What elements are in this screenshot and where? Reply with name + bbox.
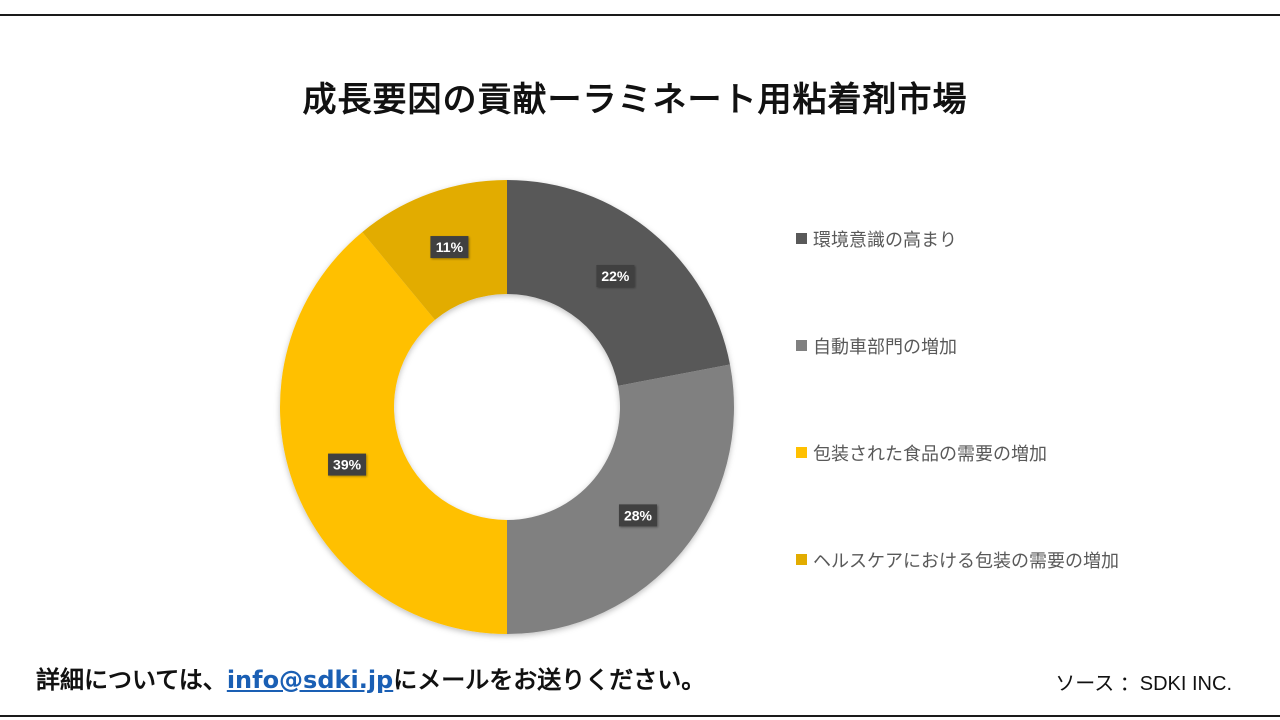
contact-note: 詳細については、info@sdki.jpにメールをお送りください。 <box>36 660 705 695</box>
legend-item: 自動車部門の増加 <box>796 333 1119 440</box>
data-label: 39% <box>328 453 367 476</box>
contact-prefix: 詳細については、 <box>36 666 227 694</box>
legend-item: 包装された食品の需要の増加 <box>796 440 1119 547</box>
legend-swatch <box>796 233 807 244</box>
data-label-box <box>430 236 469 259</box>
legend-label: 自動車部門の増加 <box>813 337 957 358</box>
donut-slice <box>280 232 507 634</box>
data-label-box <box>596 265 635 288</box>
legend-label: 包装された食品の需要の増加 <box>813 444 1047 465</box>
data-label-text: 28% <box>624 507 653 523</box>
data-label-box <box>618 504 657 527</box>
chart-legend: 環境意識の高まり 自動車部門の増加 包装された食品の需要の増加 ヘルスケアにおけ… <box>796 226 1119 654</box>
data-label-text: 11% <box>436 239 464 255</box>
legend-swatch <box>796 554 807 565</box>
data-label-box <box>328 453 367 476</box>
source-note: ソース ：SDKI INC. <box>1055 673 1232 695</box>
top-divider <box>0 14 1280 16</box>
email-link[interactable]: info@sdki.jp <box>226 666 394 694</box>
data-label-text: 39% <box>333 457 362 473</box>
legend-swatch <box>796 447 807 458</box>
legend-label: 環境意識の高まり <box>813 230 957 251</box>
chart-title: 成長要因の貢献ーラミネート用粘着剤市場 <box>302 80 968 120</box>
donut-slice <box>507 364 734 634</box>
legend-label: ヘルスケアにおける包装の需要の増加 <box>813 551 1119 572</box>
contact-suffix: にメールをお送りください。 <box>393 666 706 694</box>
legend-item: ヘルスケアにおける包装の需要の増加 <box>796 547 1119 654</box>
data-label-text: 22% <box>601 268 630 284</box>
legend-swatch <box>796 340 807 351</box>
legend-item: 環境意識の高まり <box>796 226 1119 333</box>
bottom-divider <box>0 715 1280 717</box>
data-label: 22% <box>596 265 635 288</box>
data-label: 28% <box>618 504 657 527</box>
data-label: 11% <box>430 236 469 259</box>
